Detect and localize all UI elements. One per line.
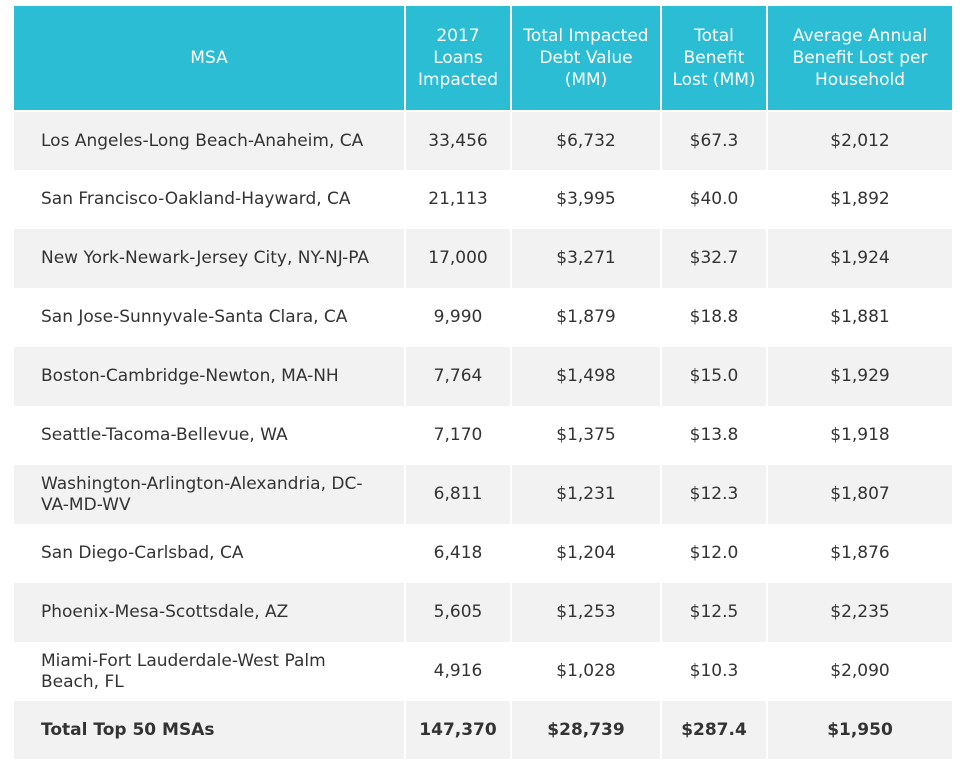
value-cell: $1,375 [510,406,662,465]
value-cell: $1,204 [510,524,662,583]
value-cell: $40.0 [660,170,768,229]
table-row: San Jose-Sunnyvale-Santa Clara, CA 9,990 $… [12,288,954,347]
header-cell: Total Benefit Lost (MM) [660,6,768,112]
value-cell: $1,879 [510,288,662,347]
msa-cell: Washington-Arlington-Alexandria, DC-VA-M… [12,465,406,524]
table-row: Washington-Arlington-Alexandria, DC-VA-M… [12,465,954,524]
table-row: New York-Newark-Jersey City, NY-NJ-PA 17,… [12,229,954,288]
msa-cell: San Diego-Carlsbad, CA [12,524,406,583]
value-cell: 6,811 [404,465,512,524]
value-cell: $1,807 [766,465,954,524]
msa-cell: Miami-Fort Lauderdale-West Palm Beach, F… [12,642,406,701]
table-body: Los Angeles-Long Beach-Anaheim, CA 33,456… [12,111,954,759]
total-value: 147,370 [404,701,512,759]
total-value: $1,950 [766,701,954,759]
value-cell: $12.0 [660,524,768,583]
msa-cell: New York-Newark-Jersey City, NY-NJ-PA [12,229,406,288]
value-cell: 9,990 [404,288,512,347]
total-value: $28,739 [510,701,662,759]
value-cell: $2,090 [766,642,954,701]
value-cell: $10.3 [660,642,768,701]
table-row: Los Angeles-Long Beach-Anaheim, CA 33,456… [12,111,954,170]
table-row: Miami-Fort Lauderdale-West Palm Beach, F… [12,642,954,701]
data-table: MSA 2017 Loans Impacted Total Impacted Deb… [12,6,954,759]
total-row: Total Top 50 MSAs 147,370 $28,739 $287.4 $1,… [12,701,954,759]
table-row: Boston-Cambridge-Newton, MA-NH 7,764 $1,49… [12,347,954,406]
value-cell: $13.8 [660,406,768,465]
msa-cell: Seattle-Tacoma-Bellevue, WA [12,406,406,465]
value-cell: $2,235 [766,583,954,642]
value-cell: 21,113 [404,170,512,229]
msa-cell: Boston-Cambridge-Newton, MA-NH [12,347,406,406]
total-label: Total Top 50 MSAs [12,701,406,759]
total-value: $287.4 [660,701,768,759]
value-cell: 5,605 [404,583,512,642]
value-cell: $12.5 [660,583,768,642]
header-cell: Average Annual Benefit Lost per Househol… [766,6,954,112]
value-cell: $1,498 [510,347,662,406]
value-cell: $67.3 [660,111,768,170]
table-row: Phoenix-Mesa-Scottsdale, AZ 5,605 $1,253 $1… [12,583,954,642]
msa-cell: San Francisco-Oakland-Hayward, CA [12,170,406,229]
msa-cell: Los Angeles-Long Beach-Anaheim, CA [12,111,406,170]
header-cell: Total Impacted Debt Value (MM) [510,6,662,112]
value-cell: $1,231 [510,465,662,524]
value-cell: 7,764 [404,347,512,406]
value-cell: 6,418 [404,524,512,583]
value-cell: $1,876 [766,524,954,583]
value-cell: 4,916 [404,642,512,701]
msa-cell: San Jose-Sunnyvale-Santa Clara, CA [12,288,406,347]
msa-cell: Phoenix-Mesa-Scottsdale, AZ [12,583,406,642]
value-cell: $1,253 [510,583,662,642]
value-cell: $1,028 [510,642,662,701]
value-cell: $1,881 [766,288,954,347]
table-row: Seattle-Tacoma-Bellevue, WA 7,170 $1,375 $1… [12,406,954,465]
value-cell: $1,929 [766,347,954,406]
table-row: San Diego-Carlsbad, CA 6,418 $1,204 $12.0 $1… [12,524,954,583]
value-cell: $32.7 [660,229,768,288]
header-cell: MSA [12,6,406,112]
value-cell: $6,732 [510,111,662,170]
header-cell: 2017 Loans Impacted [404,6,512,112]
value-cell: 7,170 [404,406,512,465]
value-cell: $1,892 [766,170,954,229]
value-cell: 17,000 [404,229,512,288]
value-cell: 33,456 [404,111,512,170]
value-cell: $1,924 [766,229,954,288]
value-cell: $1,918 [766,406,954,465]
value-cell: $2,012 [766,111,954,170]
table-row: San Francisco-Oakland-Hayward, CA 21,113 $… [12,170,954,229]
value-cell: $18.8 [660,288,768,347]
value-cell: $3,995 [510,170,662,229]
header-row: MSA 2017 Loans Impacted Total Impacted Deb… [12,6,954,112]
value-cell: $12.3 [660,465,768,524]
value-cell: $15.0 [660,347,768,406]
value-cell: $3,271 [510,229,662,288]
